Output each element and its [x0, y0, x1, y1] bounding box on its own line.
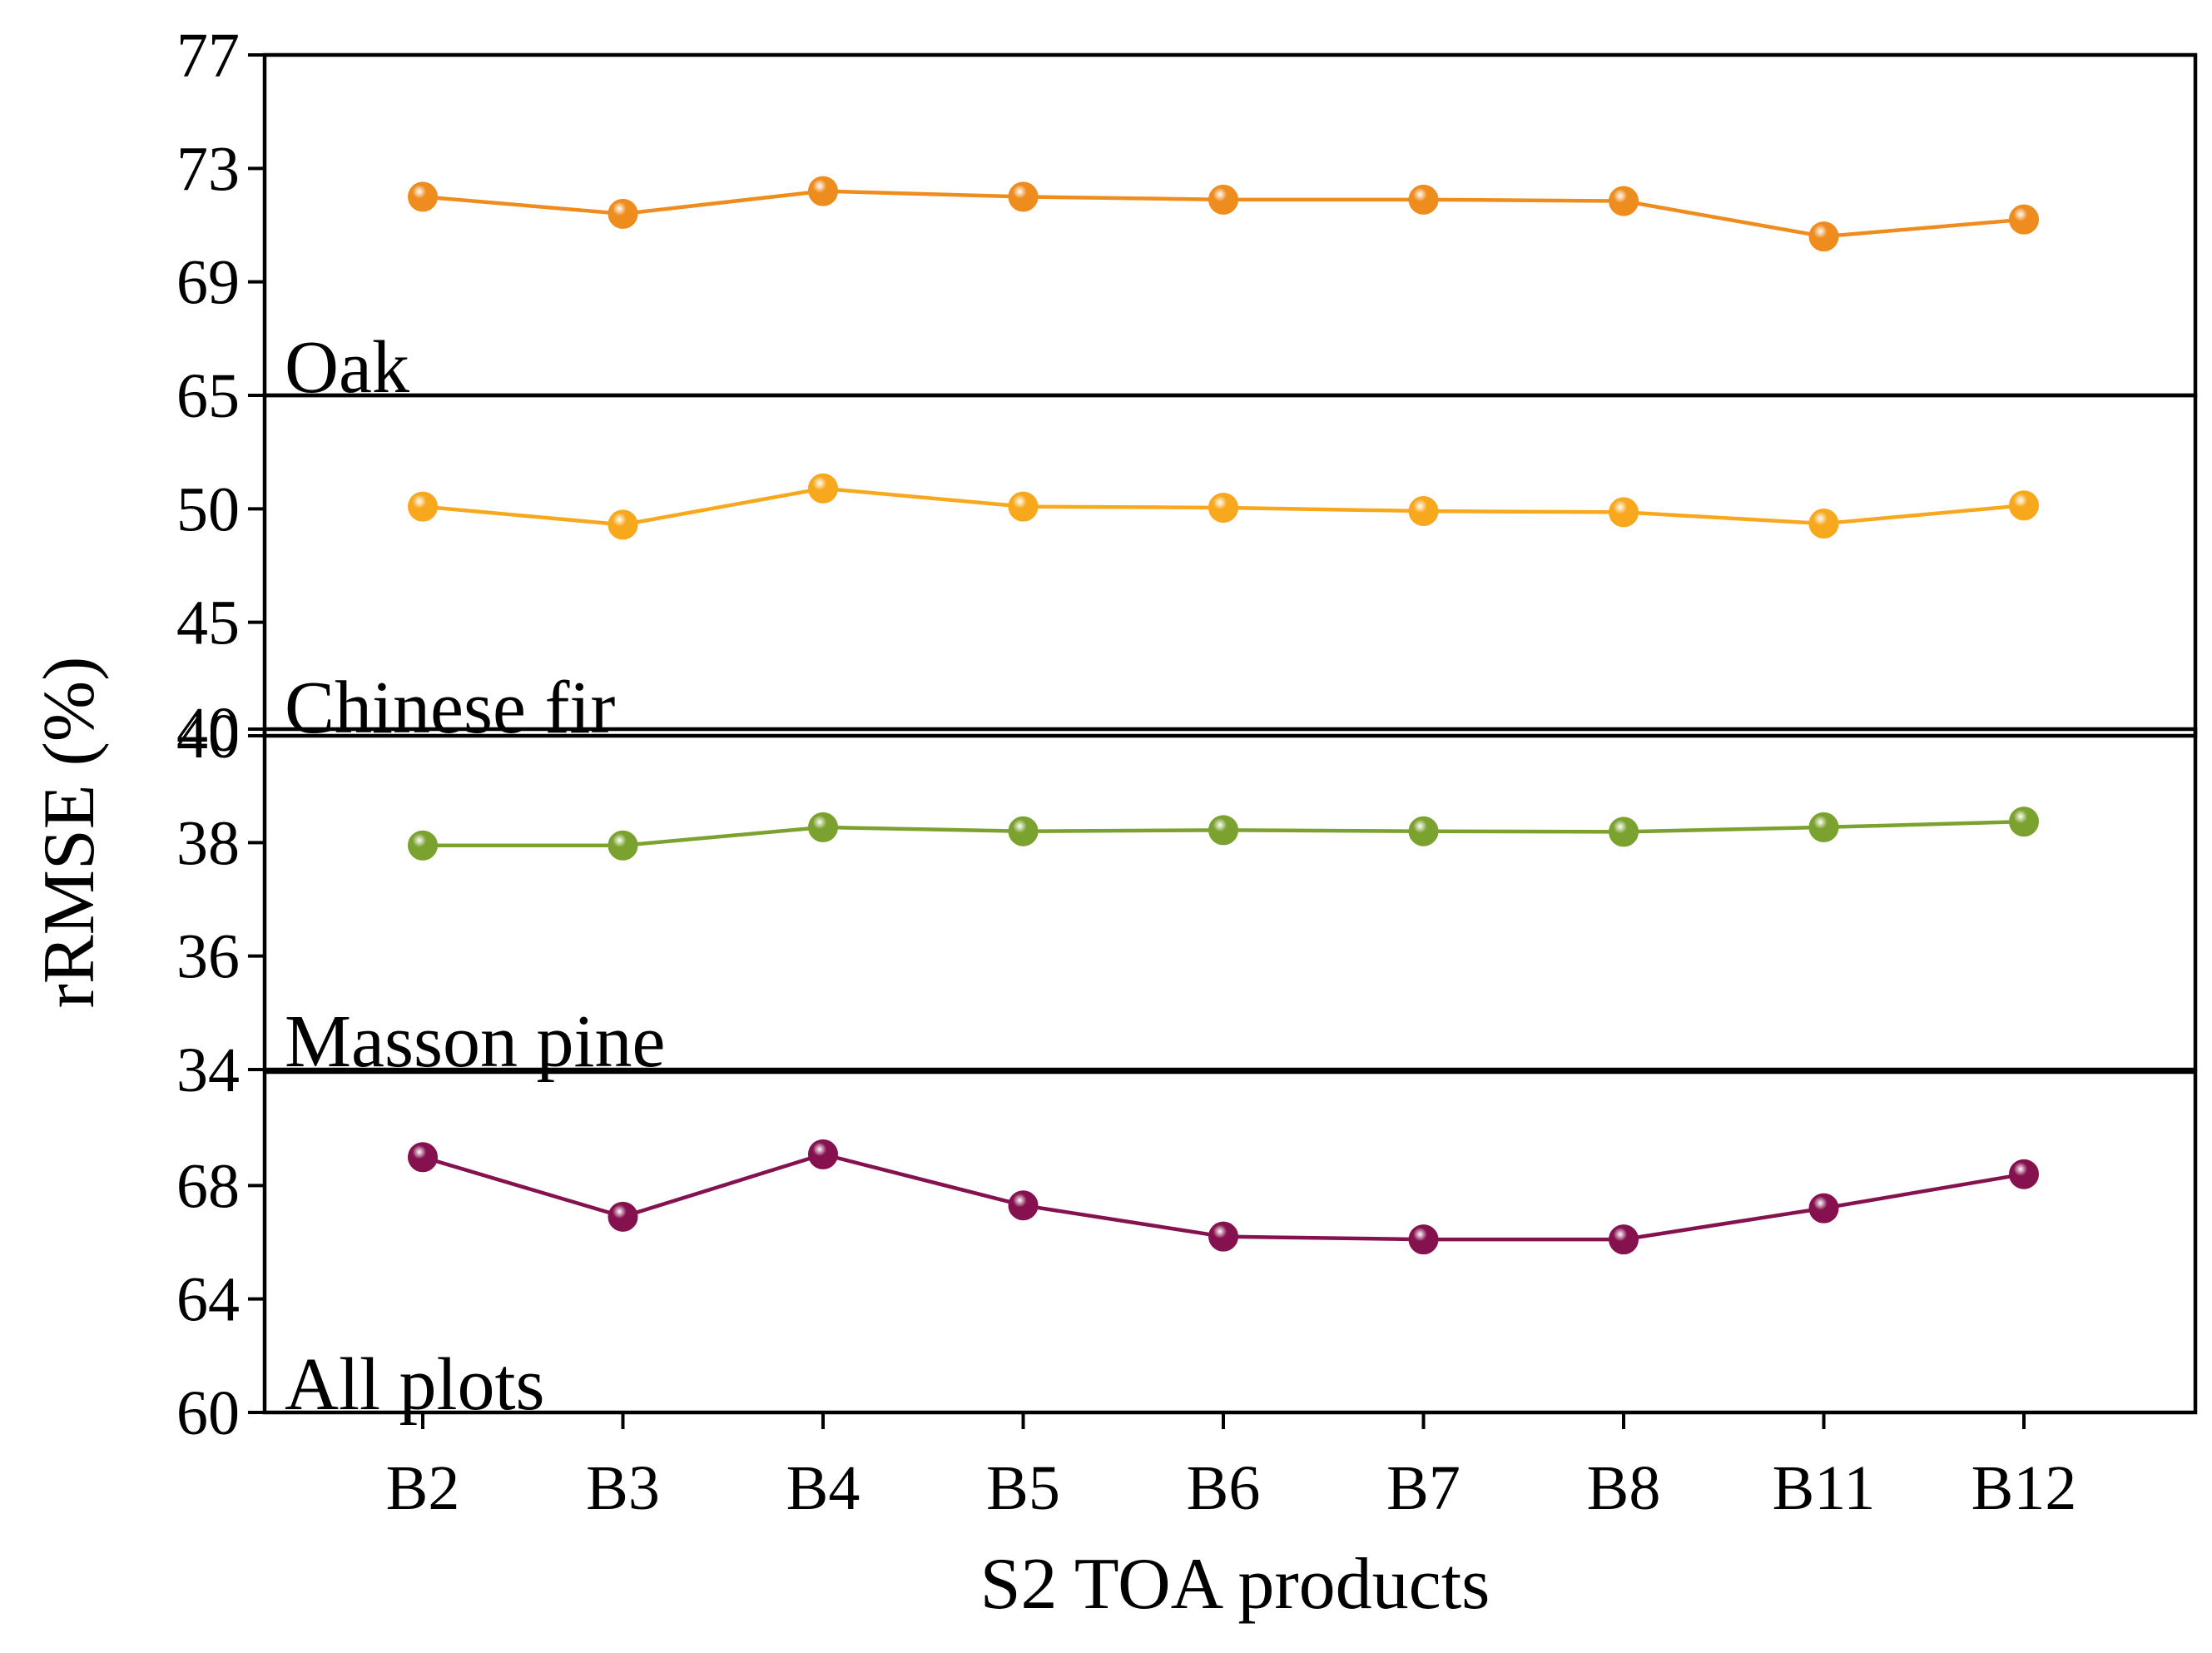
y-tick-label: 65 [176, 361, 240, 431]
y-axis-title: rRMSE (%) [29, 657, 110, 1009]
data-point-oak-b8 [1609, 186, 1639, 216]
data-point-all-plots-b6 [1208, 1221, 1238, 1252]
y-tick-label: 34 [176, 1035, 240, 1105]
data-point-all-plots-b7 [1408, 1224, 1439, 1255]
x-axis: B2 B3 B4 B5 B6 B7 B8 B11 B12 [386, 1412, 2077, 1523]
y-tick-label: 38 [176, 808, 240, 878]
x-tick-label-b2: B2 [386, 1453, 460, 1523]
x-tick-label-b6: B6 [1187, 1453, 1261, 1523]
panel-chinese-fir: 40 45 50 Chinese fir [176, 393, 2198, 772]
data-point-oak-b12 [2009, 204, 2039, 235]
data-point-all-plots-b11 [1808, 1193, 1839, 1224]
y-tick-label: 73 [176, 134, 240, 204]
panel-all-plots: 60 64 68 All plots [176, 1070, 2198, 1448]
data-point-oak-b5 [1008, 181, 1039, 212]
data-point-all-plots-b5 [1008, 1190, 1039, 1221]
data-point-masson-pine-b3 [608, 830, 638, 861]
panel-masson-pine: 34 36 38 40 Masson pine [176, 695, 2198, 1105]
x-tick-label-b12: B12 [1971, 1453, 2077, 1523]
y-tick-label: 45 [176, 588, 240, 658]
data-point-oak-b7 [1408, 184, 1439, 215]
y-tick-label: 69 [176, 248, 240, 318]
data-point-all-plots-b8 [1609, 1224, 1639, 1255]
data-point-chinese-fir-b6 [1208, 492, 1238, 523]
data-point-oak-b2 [408, 181, 438, 212]
panel-frame [262, 393, 2198, 738]
data-point-chinese-fir-b3 [608, 509, 638, 540]
data-point-masson-pine-b2 [408, 830, 438, 861]
data-point-all-plots-b12 [2009, 1159, 2039, 1189]
panel-label-masson-pine: Masson pine [285, 1000, 665, 1083]
panel-frame [262, 52, 2198, 398]
data-point-masson-pine-b7 [1408, 816, 1439, 846]
data-point-oak-b4 [808, 176, 838, 206]
data-point-chinese-fir-b11 [1808, 509, 1839, 539]
panel-frame [262, 1070, 2198, 1415]
y-tick-label: 60 [176, 1378, 240, 1448]
y-tick-label: 77 [176, 21, 240, 91]
data-point-all-plots-b4 [808, 1139, 838, 1169]
y-tick-label: 64 [176, 1265, 240, 1335]
data-point-masson-pine-b5 [1008, 816, 1039, 846]
data-point-masson-pine-b8 [1609, 817, 1639, 847]
data-point-masson-pine-b6 [1208, 815, 1238, 846]
data-point-oak-b11 [1808, 221, 1839, 252]
x-axis-title: S2 TOA products [980, 1544, 1490, 1625]
y-tick-label: 50 [176, 474, 240, 544]
data-point-masson-pine-b12 [2009, 807, 2039, 837]
data-point-oak-b3 [608, 198, 638, 229]
x-tick-label-b8: B8 [1587, 1453, 1661, 1523]
y-tick-label: 36 [176, 922, 240, 992]
x-tick-label-b5: B5 [986, 1453, 1060, 1523]
data-point-oak-b6 [1208, 184, 1238, 215]
data-point-chinese-fir-b8 [1609, 497, 1639, 528]
data-point-chinese-fir-b5 [1008, 491, 1039, 522]
y-tick-label: 68 [176, 1151, 240, 1221]
data-point-all-plots-b2 [408, 1142, 438, 1173]
x-tick-label-b3: B3 [586, 1453, 660, 1523]
x-tick-label-b4: B4 [786, 1453, 860, 1523]
data-point-chinese-fir-b7 [1408, 496, 1439, 527]
panel-label-chinese-fir: Chinese fir [285, 667, 615, 749]
data-point-chinese-fir-b2 [408, 491, 438, 522]
y-tick-label: 40 [176, 702, 240, 772]
data-point-all-plots-b3 [608, 1201, 638, 1232]
data-point-chinese-fir-b4 [808, 473, 838, 504]
panel-label-all-plots: All plots [285, 1343, 545, 1426]
data-point-masson-pine-b4 [808, 812, 838, 842]
panel-frame [262, 727, 2198, 1072]
x-tick-label-b11: B11 [1773, 1453, 1876, 1523]
y-tick-label: 40 [176, 695, 240, 765]
x-tick-label-b7: B7 [1386, 1453, 1461, 1523]
data-point-chinese-fir-b12 [2009, 490, 2039, 521]
data-point-masson-pine-b11 [1808, 812, 1839, 842]
